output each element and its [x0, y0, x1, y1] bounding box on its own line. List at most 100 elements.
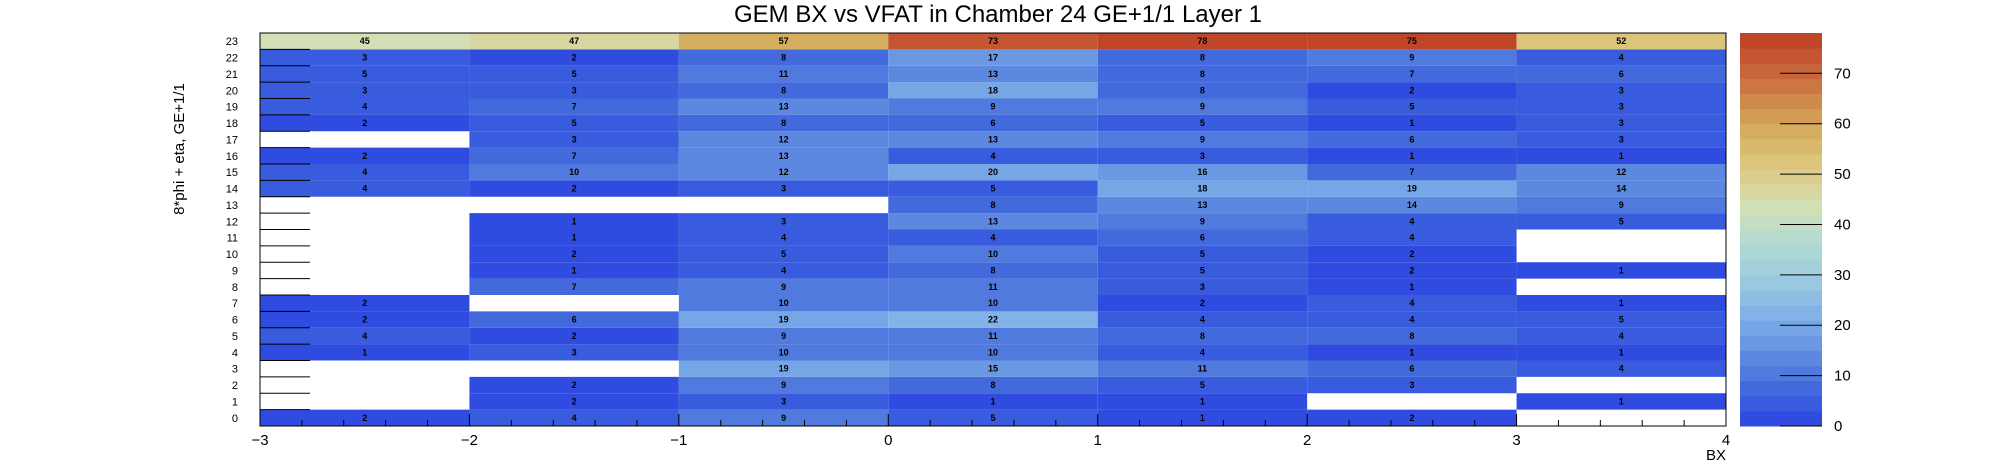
heatmap-cell — [1097, 147, 1308, 164]
heatmap-cell — [888, 360, 1098, 377]
heatmap-cell — [1097, 360, 1308, 377]
colorbar-band — [1740, 214, 1822, 230]
y-tick-label: 19 — [226, 102, 238, 114]
cell-value-label: 11 — [779, 69, 789, 79]
colorbar-band — [1740, 78, 1822, 94]
heatmap-cell — [469, 376, 679, 394]
heatmap-cell — [469, 82, 679, 99]
colorbar-tick-label: 50 — [1834, 166, 1851, 183]
cell-value-label: 8 — [990, 200, 995, 210]
cell-value-label: 15 — [988, 364, 998, 374]
cell-value-label: 6 — [1200, 233, 1205, 243]
cell-value-label: 5 — [990, 184, 995, 194]
cell-value-label: 11 — [988, 331, 998, 341]
cell-value-label: 2 — [1200, 298, 1205, 308]
cell-value-label: 13 — [779, 151, 789, 161]
colorbar-tick-label: 60 — [1834, 116, 1851, 133]
cell-value-label: 19 — [1407, 184, 1417, 194]
cell-value-label: 12 — [779, 167, 789, 177]
cell-value-label: 5 — [572, 118, 577, 128]
colorbar-band — [1740, 153, 1822, 170]
y-tick-label: 18 — [226, 118, 238, 130]
heatmap-cell — [888, 376, 1098, 394]
heatmap-cell — [1307, 65, 1517, 83]
heatmap-cell — [1516, 180, 1726, 197]
heatmap-cell — [1307, 114, 1517, 132]
heatmap-cell — [678, 180, 889, 197]
heatmap-cell — [888, 278, 1098, 295]
cell-value-label: 4 — [990, 151, 995, 161]
heatmap-cell — [1516, 360, 1726, 377]
colorbar-tick-label: 70 — [1834, 65, 1851, 82]
cell-value-label: 2 — [1409, 265, 1414, 275]
heatmap-cell — [1516, 147, 1726, 164]
cell-value-label: 8 — [1200, 85, 1205, 95]
cell-value-label: 6 — [572, 315, 577, 325]
y-tick-label: 3 — [232, 364, 238, 376]
heatmap-cell — [888, 33, 1098, 50]
cell-value-label: 4 — [1409, 298, 1414, 308]
heatmap-cell — [260, 311, 470, 328]
heatmap-cell — [260, 33, 470, 50]
heatmap-cell — [1097, 82, 1308, 99]
heatmap-cell — [1307, 327, 1517, 345]
cell-value-label: 5 — [781, 249, 786, 259]
cell-value-label: 8 — [990, 380, 995, 390]
heatmap-cell — [1097, 278, 1308, 295]
heatmap-cell — [678, 213, 889, 230]
cell-value-label: 5 — [1200, 265, 1205, 275]
cell-value-label: 9 — [1619, 200, 1624, 210]
heatmap-cell — [1097, 262, 1308, 279]
heatmap-cell — [469, 327, 679, 345]
heatmap-cell — [1516, 327, 1726, 345]
heatmap-cell — [678, 229, 889, 246]
cell-value-label: 1 — [362, 347, 367, 357]
cell-value-label: 3 — [1619, 118, 1624, 128]
heatmap-cell — [678, 311, 889, 328]
heatmap-cell — [1097, 229, 1308, 246]
cell-value-label: 13 — [1197, 200, 1207, 210]
colorbar-band — [1740, 138, 1822, 155]
cell-value-label: 10 — [988, 249, 998, 259]
cell-value-label: 4 — [1409, 315, 1414, 325]
cell-value-label: 7 — [1409, 167, 1414, 177]
heatmap-cell — [1307, 278, 1517, 295]
heatmap-cell — [260, 82, 470, 99]
colorbar-band — [1740, 380, 1822, 397]
heatmap-cell — [1097, 114, 1308, 132]
heatmap-cell — [888, 311, 1098, 328]
cell-value-label: 9 — [1409, 53, 1414, 63]
cell-value-label: 3 — [362, 85, 367, 95]
cell-value-label: 3 — [781, 396, 786, 406]
heatmap-cell — [1516, 393, 1726, 410]
heatmap-cell — [1307, 98, 1517, 115]
cell-value-label: 14 — [1616, 184, 1626, 194]
heatmap-cell — [678, 98, 889, 115]
heatmap-cell — [1516, 98, 1726, 115]
heatmap-cell — [1516, 311, 1726, 328]
cell-value-label: 5 — [1619, 216, 1624, 226]
colorbar-band — [1740, 410, 1822, 427]
cell-value-label: 1 — [1409, 118, 1414, 128]
colorbar-band — [1740, 259, 1822, 276]
cell-value-label: 4 — [990, 233, 995, 243]
cell-value-label: 3 — [572, 85, 577, 95]
cell-value-label: 4 — [1409, 216, 1414, 226]
cell-value-label: 6 — [990, 118, 995, 128]
heatmap-cell — [469, 33, 679, 50]
cell-value-label: 8 — [990, 265, 995, 275]
heatmap-cell — [888, 82, 1098, 99]
cell-value-label: 10 — [779, 298, 789, 308]
cell-value-label: 11 — [988, 282, 998, 292]
heatmap-cell — [1097, 344, 1308, 361]
cell-value-label: 1 — [1200, 413, 1205, 423]
heatmap-cell — [1307, 245, 1517, 263]
colorbar-band — [1740, 199, 1822, 215]
heatmap-cell — [888, 245, 1098, 263]
cell-value-label: 10 — [569, 167, 579, 177]
cell-value-label: 13 — [988, 69, 998, 79]
cell-value-label: 16 — [1197, 167, 1207, 177]
heatmap-cell — [260, 295, 470, 312]
x-tick-label: 0 — [884, 432, 892, 449]
cell-value-label: 4 — [1200, 347, 1205, 357]
